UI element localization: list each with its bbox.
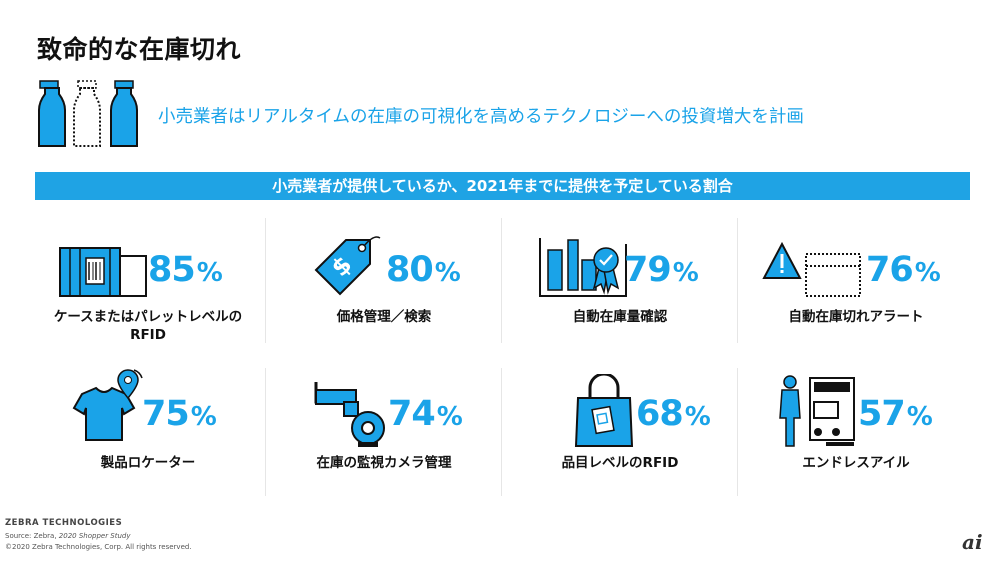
stat-card: 85% ケースまたはパレットレベルの RFID [30, 218, 266, 348]
stat-value: 76% [866, 250, 941, 290]
divider [737, 368, 738, 496]
stat-label: 価格管理／検索 [336, 309, 432, 325]
page-title: 致命的な在庫切れ [37, 35, 242, 64]
stat-label: ケースまたはパレットレベルの RFID [53, 309, 243, 343]
bag-tag-icon [574, 374, 634, 447]
stat-card: 74% 在庫の監視カメラ管理 [266, 368, 502, 498]
stat-value: 85% [148, 250, 223, 290]
divider [265, 218, 266, 343]
stat-value: 75% [142, 394, 217, 434]
stat-card: $ 80% 価格管理／検索 [266, 218, 502, 348]
stats-grid: 85% ケースまたはパレットレベルの RFID $ 80% 価格管理／検索 [30, 218, 974, 498]
stat-value: 68% [636, 394, 711, 434]
page-subtitle: 小売業者はリアルタイムの在庫の可視化を高めるテクノロジーへの投資増大を計画 [158, 107, 804, 127]
stat-card: 57% エンドレスアイル [738, 368, 974, 498]
stat-value: 80% [386, 250, 461, 290]
alert-shelf-icon [762, 241, 861, 297]
stat-value: 57% [858, 394, 933, 434]
divider [501, 368, 502, 496]
security-camera-icon [314, 382, 385, 447]
stat-card: 79% 自動在庫量確認 [502, 218, 738, 348]
stat-label: 在庫の監視カメラ管理 [316, 455, 452, 471]
stat-label: 品目レベルのRFID [561, 455, 679, 471]
footer-copyright: ©2020 Zebra Technologies, Corp. All righ… [5, 543, 192, 551]
stat-value: 79% [624, 250, 699, 290]
stat-label: 自動在庫量確認 [572, 309, 668, 325]
shopper-kiosk-icon [779, 375, 855, 447]
footer-brand: ZEBRA TECHNOLOGIES [5, 518, 123, 528]
footer-source: Source: Zebra, 2020 Shopper Study [5, 532, 131, 540]
stat-value: 74% [388, 394, 463, 434]
divider [501, 218, 502, 343]
shelf-award-icon [539, 238, 627, 297]
container-rfid-icon [59, 247, 147, 297]
stat-label: 製品ロケーター [100, 455, 196, 471]
stat-card: 68% 品目レベルのRFID [502, 368, 738, 498]
shirt-location-icon [72, 369, 143, 441]
ai-logo: ai [962, 530, 983, 554]
section-banner: 小売業者が提供しているか、2021年までに提供を予定している割合 [35, 172, 970, 200]
stat-card: 75% 製品ロケーター [30, 368, 266, 498]
stat-label: 自動在庫切れアラート [788, 309, 924, 325]
price-tag-icon: $ [314, 236, 381, 296]
bottles-icon [38, 80, 138, 147]
divider [737, 218, 738, 343]
stat-label: エンドレスアイル [802, 455, 910, 471]
divider [265, 368, 266, 496]
stat-card: 76% 自動在庫切れアラート [738, 218, 974, 348]
